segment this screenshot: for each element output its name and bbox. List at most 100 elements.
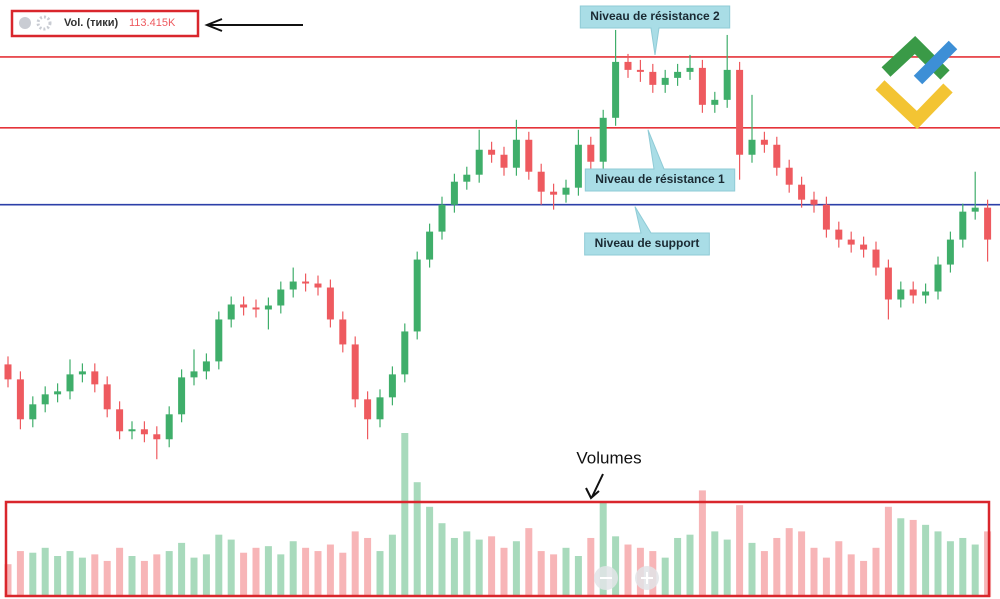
volume-bar [773, 537, 781, 597]
volume-bar [922, 524, 930, 597]
header-box [10, 9, 200, 38]
candle-body [711, 99, 719, 105]
candle-body [302, 281, 310, 284]
volume-bar [128, 556, 136, 597]
volume-bar [215, 534, 223, 597]
volume-bar [178, 542, 186, 597]
volume-bar [798, 531, 806, 597]
callout-box [579, 5, 731, 55]
volume-bar [872, 547, 880, 597]
candle-body [860, 244, 868, 250]
candle-body [178, 377, 186, 415]
candle-body [103, 384, 111, 410]
candle-body [91, 371, 99, 385]
candle-body [16, 379, 24, 420]
volume-title: Volumes [576, 448, 641, 467]
volume-arrow [585, 473, 604, 500]
candle-body [128, 429, 136, 432]
header-arrow [204, 18, 303, 32]
candle-body [277, 289, 285, 306]
candle-body [934, 264, 942, 292]
indicator-value: 113.415K [129, 17, 176, 29]
candle-body [401, 331, 409, 375]
level-label: Niveau de support [595, 236, 700, 250]
candle-body [54, 391, 62, 395]
candle-body [426, 231, 434, 260]
volume-bar [698, 490, 706, 597]
candle-body [798, 184, 806, 200]
candle-body [686, 67, 694, 72]
close-icon[interactable] [19, 17, 31, 29]
candle-body [264, 305, 272, 310]
candle-body [847, 239, 855, 245]
candle-body [463, 174, 471, 182]
volume-highlight [4, 500, 991, 598]
candle-body [388, 374, 396, 398]
volume-bar [401, 433, 409, 597]
level-label: Niveau de résistance 2 [590, 9, 720, 23]
settings-icon[interactable] [36, 15, 52, 31]
candle-body [165, 414, 173, 440]
candle-body [326, 287, 334, 320]
candle-body [190, 371, 198, 378]
candle-body [140, 429, 148, 435]
logo-yellow [875, 80, 953, 130]
candle-body [339, 319, 347, 345]
candle-body [785, 167, 793, 185]
volume-bar [438, 523, 446, 597]
volume-bar [463, 531, 471, 597]
volume-bar [339, 552, 347, 597]
volume-bar [103, 560, 111, 597]
volume-bar [202, 554, 210, 597]
candle-body [215, 319, 223, 362]
volume-bar [822, 557, 830, 597]
candle-body [723, 69, 731, 100]
volume-bar [748, 542, 756, 597]
candle-body [364, 399, 372, 420]
candle-body [29, 404, 37, 420]
volume-bar [41, 547, 49, 597]
volume-bar [91, 554, 99, 597]
candle-body [488, 149, 496, 155]
candle-body [674, 71, 682, 78]
volume-bar [302, 547, 310, 597]
candle-body [41, 394, 49, 405]
candle-body [562, 187, 570, 195]
volume-bar [847, 554, 855, 597]
candle-body [289, 281, 297, 290]
volume-bar [934, 531, 942, 597]
volume-bar [364, 537, 372, 597]
volume-bar [500, 547, 508, 597]
volume-bar [736, 505, 744, 597]
candle-body [760, 139, 768, 145]
volume-bar [264, 546, 272, 597]
volume-bar [116, 547, 124, 597]
volume-bar [190, 557, 198, 597]
volume-bar [376, 551, 384, 597]
volume-bar [686, 534, 694, 597]
volume-bar [525, 528, 533, 597]
zoom-controls [594, 566, 659, 590]
volume-bar [599, 501, 607, 597]
level-callout: Niveau de résistance 1 [584, 129, 736, 192]
volume-bar [426, 506, 434, 597]
candle-body [438, 204, 446, 232]
zoom-in-icon [641, 572, 653, 584]
candle-body [66, 374, 74, 392]
candle-body [636, 69, 644, 72]
volume-bar [314, 551, 322, 597]
volume-bar [760, 551, 768, 597]
volume-bar [326, 544, 334, 597]
volume-bar [674, 537, 682, 597]
volume-bar [488, 536, 496, 597]
candle-body [649, 71, 657, 85]
candle-body [351, 344, 359, 400]
volume-bar [16, 551, 24, 597]
candle-body [822, 204, 830, 230]
candle-body [661, 77, 669, 85]
volume-bar [165, 551, 173, 597]
candle-body [624, 61, 632, 70]
candle-body [612, 61, 620, 118]
logo [875, 35, 958, 130]
volume-bars [4, 433, 992, 597]
